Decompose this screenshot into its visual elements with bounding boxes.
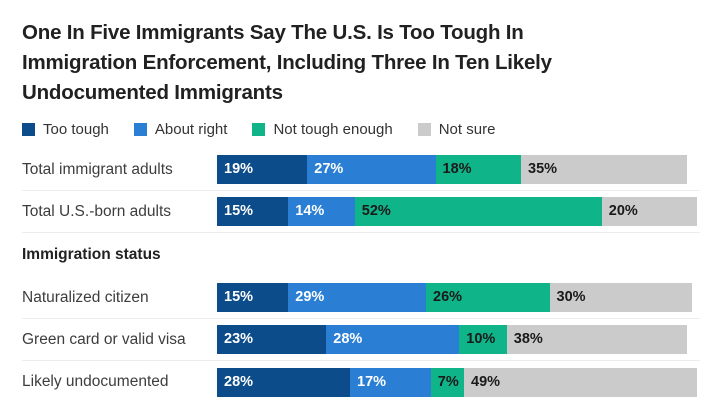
stacked-bar: 28% 17% 7% 49% [217, 367, 697, 397]
segment-value-label: 35% [528, 161, 558, 177]
section-header: Immigration status [22, 246, 161, 263]
section-row: Immigration status [22, 233, 700, 277]
legend-swatch-icon [133, 122, 147, 136]
row-label: Green card or valid visa [22, 330, 186, 348]
legend-swatch-icon [22, 122, 35, 136]
bar-chart: Total immigrant adults 19% 27% 18% 35% Total … [22, 149, 700, 403]
legend-swatch-icon [417, 122, 431, 136]
segment-value-label: 14% [295, 203, 325, 219]
bar-segment-not-tough-enough: 18% [435, 155, 521, 184]
legend-label: Not sure [438, 120, 496, 138]
bar-segment-too-tough: 15% [217, 283, 289, 312]
bar-segment-not-tough-enough: 10% [459, 325, 507, 354]
segment-value-label: 52% [361, 203, 391, 219]
segment-value-label: 17% [357, 373, 387, 390]
segment-value-label: 28% [333, 331, 363, 347]
segment-value-label: 10% [466, 331, 496, 347]
segment-value-label: 20% [608, 203, 638, 219]
bar-segment-not-sure: 30% [549, 283, 692, 312]
chart-row: Total immigrant adults 19% 27% 18% 35% [22, 149, 700, 191]
legend-item: Not tough enough [252, 120, 393, 138]
legend-item: Not sure [417, 120, 496, 138]
segment-value-label: 28% [224, 373, 254, 390]
bar-segment-about-right: 28% [326, 325, 460, 354]
segment-value-label: 27% [314, 161, 344, 177]
chart-title: One In Five Immigrants Say The U.S. Is T… [22, 18, 700, 108]
bar-segment-not-sure: 20% [601, 197, 697, 226]
stacked-bar: 19% 27% 18% 35% [217, 155, 688, 184]
legend: Too tough About right Not tough enough Not … [22, 120, 700, 138]
segment-value-label: 19% [224, 161, 254, 177]
bar-segment-not-sure: 38% [506, 325, 688, 354]
segment-value-label: 18% [442, 161, 472, 177]
segment-value-label: 15% [224, 289, 254, 305]
segment-value-label: 23% [224, 331, 254, 347]
segment-value-label: 38% [513, 331, 543, 347]
segment-value-label: 30% [556, 289, 586, 305]
bar-segment-about-right: 29% [288, 283, 426, 312]
chart-row: Total U.S.-born adults 15% 14% 52% 20% [22, 191, 700, 233]
legend-swatch-icon [252, 122, 266, 136]
segment-value-label: 29% [295, 289, 325, 305]
legend-item: Too tough [22, 121, 109, 138]
chart-row: Likely undocumented 28% 17% 7% 49% [22, 361, 700, 403]
stacked-bar: 15% 14% 52% 20% [217, 197, 697, 226]
bar-segment-not-sure: 49% [464, 367, 697, 397]
legend-item: About right [133, 120, 228, 138]
chart-row: Naturalized citizen 15% 29% 26% 30% [22, 277, 700, 319]
segment-value-label: 7% [437, 373, 459, 390]
bar-segment-too-tough: 15% [217, 197, 289, 226]
row-label: Naturalized citizen [22, 288, 149, 306]
bar-segment-not-tough-enough: 7% [430, 367, 464, 397]
row-label: Total immigrant adults [22, 160, 173, 178]
stacked-bar: 23% 28% 10% 38% [217, 325, 688, 354]
stacked-bar: 15% 29% 26% 30% [217, 283, 692, 312]
bar-segment-not-tough-enough: 26% [426, 283, 550, 312]
bar-segment-too-tough: 23% [217, 325, 327, 354]
bar-segment-about-right: 14% [288, 197, 355, 226]
bar-segment-about-right: 17% [350, 367, 431, 397]
legend-label: Not tough enough [273, 120, 393, 138]
segment-value-label: 49% [471, 373, 501, 390]
legend-label: About right [154, 120, 228, 138]
segment-value-label: 26% [433, 289, 463, 305]
legend-label: Too tough [43, 120, 109, 138]
segment-value-label: 15% [224, 203, 254, 219]
bar-segment-not-sure: 35% [521, 155, 688, 184]
row-label: Total U.S.-born adults [22, 202, 172, 220]
row-label: Likely undocumented [22, 373, 169, 390]
bar-segment-too-tough: 19% [217, 155, 308, 184]
chart-row: Green card or valid visa 23% 28% 10% 38% [22, 319, 700, 361]
bar-segment-not-tough-enough: 52% [354, 197, 602, 226]
chart-title-line: Immigration Enforcement, Including Three… [22, 51, 552, 74]
chart-title-line: Undocumented Immigrants [22, 81, 283, 104]
bar-segment-about-right: 27% [307, 155, 436, 184]
chart-title-line: One In Five Immigrants Say The U.S. Is T… [22, 21, 524, 44]
bar-segment-too-tough: 28% [217, 367, 350, 397]
